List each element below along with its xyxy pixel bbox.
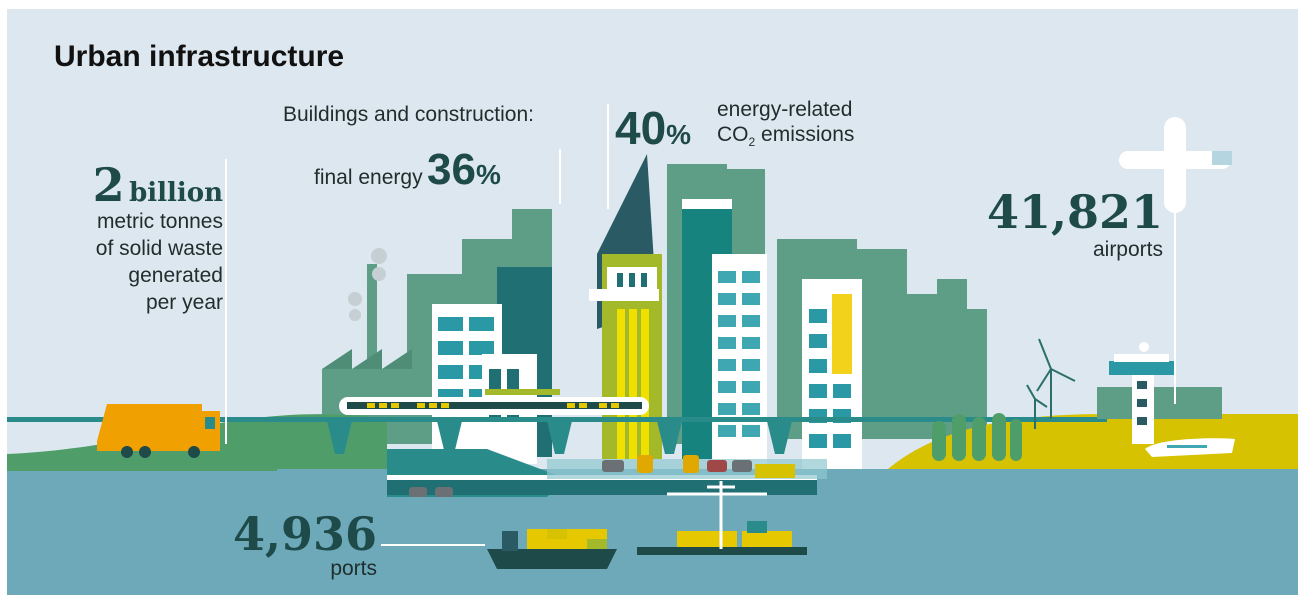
airport (1097, 342, 1235, 457)
waste-line-3: generated (128, 264, 223, 287)
final-energy-stat: final energy 36% (314, 145, 501, 195)
emissions-percent: % (666, 119, 692, 150)
emissions-co: CO (717, 123, 749, 146)
final-energy-percent: % (475, 159, 501, 190)
final-energy-value: 36 (427, 145, 476, 194)
left-ground-strip (7, 457, 277, 471)
page-title: Urban infrastructure (54, 40, 345, 73)
emissions-line-1: energy-related (717, 98, 853, 121)
train (339, 397, 649, 415)
final-energy-label: final energy (314, 166, 423, 189)
ports-value: 4,936 (232, 507, 377, 561)
plane-icon (1119, 117, 1232, 213)
emissions-description: energy-related CO2 emissions (717, 97, 854, 155)
container-ship (487, 529, 617, 569)
waste-line-4: per year (145, 291, 223, 314)
platform (387, 479, 817, 495)
crane-dock (637, 481, 807, 555)
garbage-truck (97, 404, 220, 458)
emissions-line-2: CO2 emissions (717, 122, 854, 155)
emissions-rest: emissions (755, 123, 855, 146)
airports-label: airports (1092, 238, 1163, 261)
rail-supports (327, 421, 792, 454)
trees (932, 413, 1022, 461)
emissions-co2-subscript: 2 (748, 135, 756, 150)
waste-line-2: of solid waste (95, 237, 223, 260)
buildings-heading: Buildings and construction: (283, 103, 534, 126)
waste-unit: billion (129, 178, 223, 208)
cars (409, 455, 795, 497)
ports-label: ports (330, 557, 377, 580)
city-illustration (7, 104, 1298, 595)
wind-turbines (1026, 338, 1076, 429)
waste-value: 2 (92, 158, 125, 212)
waste-stat: 2 billion metric tonnes of solid waste g… (63, 162, 223, 316)
emissions-value: 40 (615, 102, 667, 154)
main-towers (432, 154, 862, 479)
infographic-panel: Urban infrastructure 2 billion metric to… (7, 9, 1298, 595)
ports-stat: 4,936 ports (221, 509, 377, 579)
rail-track (7, 417, 1107, 422)
airports-stat: 41,821 airports (967, 187, 1163, 263)
airports-value: 41,821 (986, 185, 1163, 239)
emissions-stat: 40% (615, 101, 691, 155)
waste-line-1: metric tonnes (96, 210, 223, 233)
